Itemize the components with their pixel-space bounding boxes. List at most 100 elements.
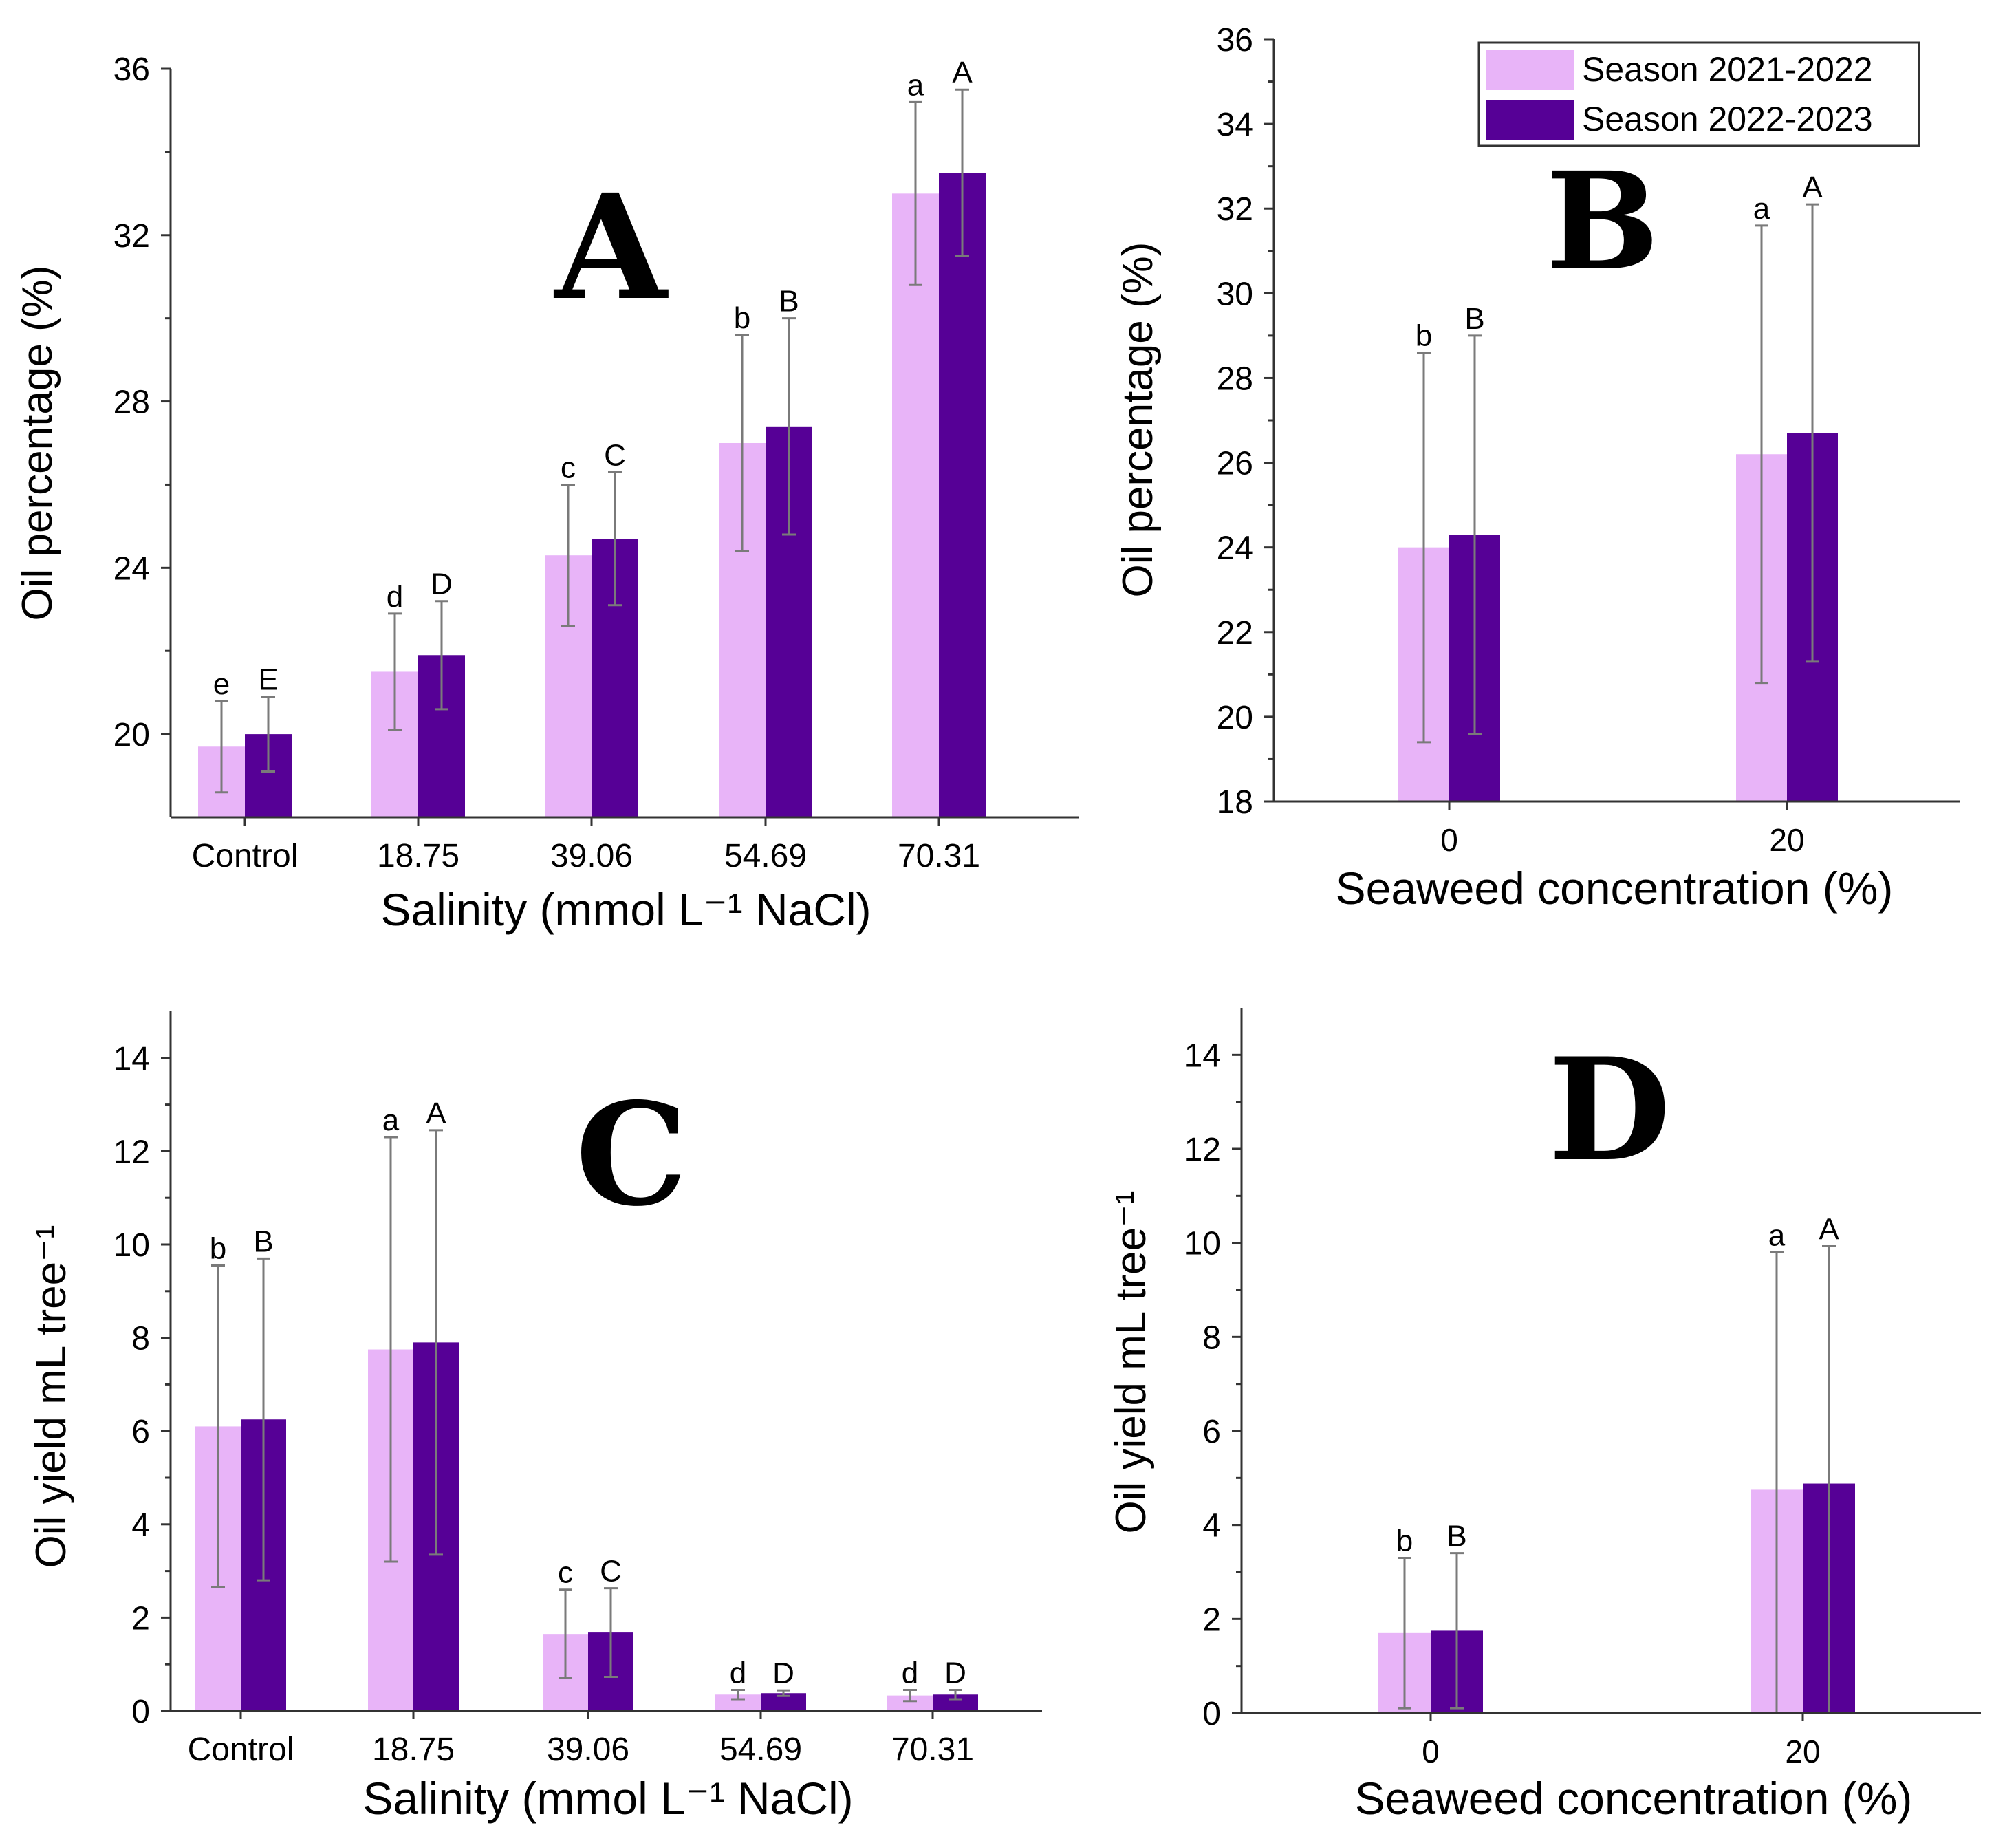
y-tick-label-c-8: 8 bbox=[131, 1321, 150, 1357]
significance-label-a-s1-0: e bbox=[213, 667, 230, 701]
y-tick-label-d-0: 0 bbox=[1202, 1696, 1221, 1732]
x-axis-title-c: Salinity (mmol L⁻¹ NaCl) bbox=[362, 1773, 853, 1824]
x-tick-label-a-1: 18.75 bbox=[377, 838, 459, 874]
bar-a-s1-4 bbox=[892, 193, 939, 817]
y-tick-label-b-34: 34 bbox=[1217, 107, 1253, 143]
bar-c-s2-4 bbox=[933, 1694, 978, 1711]
significance-label-c-s1-2: c bbox=[558, 1556, 573, 1590]
y-tick-label-c-0: 0 bbox=[131, 1694, 150, 1730]
y-tick-label-c-4: 4 bbox=[131, 1507, 150, 1544]
x-tick-label-c-0: Control bbox=[188, 1732, 294, 1768]
y-tick-label-c-2: 2 bbox=[131, 1600, 150, 1637]
significance-label-a-s2-2: C bbox=[604, 438, 626, 472]
y-tick-label-d-4: 4 bbox=[1202, 1508, 1221, 1544]
y-tick-label-b-36: 36 bbox=[1217, 22, 1253, 58]
x-axis-title-d: Seaweed concentration (%) bbox=[1355, 1773, 1913, 1824]
y-axis-title-d: Oil yield mL tree⁻¹ bbox=[1107, 1191, 1155, 1534]
x-axis-title-a: Salinity (mmol L⁻¹ NaCl) bbox=[380, 884, 871, 935]
y-tick-label-d-2: 2 bbox=[1202, 1602, 1221, 1638]
panel-letter-d: D bbox=[1548, 1028, 1671, 1193]
significance-label-b-s1-0: b bbox=[1416, 319, 1432, 353]
y-tick-label-b-26: 26 bbox=[1217, 446, 1253, 482]
significance-label-c-s1-3: d bbox=[730, 1656, 746, 1690]
y-tick-label-b-20: 20 bbox=[1217, 700, 1253, 736]
bar-a-s2-4 bbox=[939, 173, 986, 818]
y-tick-label-a-32: 32 bbox=[113, 218, 150, 255]
y-axis-title-b: Oil percentage (%) bbox=[1114, 242, 1162, 598]
significance-label-b-s2-0: B bbox=[1464, 302, 1484, 336]
legend-swatch-season1 bbox=[1486, 50, 1574, 90]
significance-label-b-s2-1: A bbox=[1802, 171, 1823, 204]
y-tick-label-b-24: 24 bbox=[1217, 530, 1253, 567]
y-tick-label-a-24: 24 bbox=[113, 550, 150, 587]
significance-label-d-s1-0: b bbox=[1396, 1524, 1413, 1558]
panel-a: e d c b a E D C B A 20 24 28 32 36 Control 18.75 39.06 54.… bbox=[14, 52, 1079, 935]
significance-label-a-s2-1: D bbox=[431, 568, 453, 601]
y-tick-label-c-14: 14 bbox=[113, 1041, 150, 1077]
significance-label-c-s2-3: D bbox=[772, 1657, 794, 1690]
significance-label-c-s2-1: A bbox=[426, 1097, 446, 1130]
significance-label-c-s2-4: D bbox=[944, 1656, 966, 1690]
bar-c-s1-4 bbox=[887, 1695, 933, 1711]
significance-label-b-s1-1: a bbox=[1753, 192, 1770, 226]
y-tick-label-d-6: 6 bbox=[1202, 1414, 1221, 1450]
y-tick-label-b-18: 18 bbox=[1217, 784, 1253, 821]
x-tick-label-d-1: 20 bbox=[1785, 1734, 1820, 1769]
x-axis-title-b: Seaweed concentration (%) bbox=[1336, 863, 1894, 914]
y-tick-label-b-32: 32 bbox=[1217, 191, 1253, 228]
significance-label-a-s1-1: d bbox=[387, 580, 403, 614]
significance-label-c-s2-2: C bbox=[600, 1555, 622, 1588]
panel-letter-a: A bbox=[554, 162, 669, 332]
y-tick-label-d-8: 8 bbox=[1202, 1319, 1221, 1356]
significance-label-a-s1-3: b bbox=[734, 301, 750, 335]
y-tick-label-b-28: 28 bbox=[1217, 360, 1253, 397]
x-tick-label-b-0: 0 bbox=[1440, 822, 1458, 858]
significance-label-c-s1-0: b bbox=[210, 1232, 226, 1266]
y-tick-label-d-10: 10 bbox=[1184, 1226, 1221, 1262]
significance-label-a-s2-0: E bbox=[258, 663, 278, 697]
x-tick-label-a-4: 70.31 bbox=[898, 838, 980, 874]
y-tick-label-a-36: 36 bbox=[113, 52, 150, 88]
significance-label-d-s2-0: B bbox=[1446, 1520, 1466, 1553]
significance-label-d-s2-1: A bbox=[1819, 1212, 1839, 1246]
significance-label-a-s1-4: a bbox=[907, 68, 924, 102]
y-axis-title-c: Oil yield mL tree⁻¹ bbox=[28, 1225, 75, 1569]
legend-label-season1: Season 2021-2022 bbox=[1582, 50, 1873, 89]
panel-letter-b: B bbox=[1546, 142, 1660, 300]
y-tick-label-a-20: 20 bbox=[113, 717, 150, 753]
x-tick-label-c-3: 54.69 bbox=[719, 1732, 802, 1768]
legend-swatch-season2 bbox=[1486, 100, 1574, 140]
significance-label-a-s2-3: B bbox=[779, 285, 799, 319]
y-tick-label-d-12: 12 bbox=[1184, 1132, 1221, 1168]
significance-label-c-s2-0: B bbox=[253, 1225, 273, 1258]
x-tick-label-c-1: 18.75 bbox=[372, 1732, 455, 1768]
significance-label-c-s1-4: d bbox=[902, 1656, 918, 1690]
panel-letter-c: C bbox=[575, 1073, 687, 1238]
y-tick-label-d-14: 14 bbox=[1184, 1037, 1221, 1074]
y-tick-label-a-28: 28 bbox=[113, 385, 150, 421]
significance-label-d-s1-1: a bbox=[1768, 1218, 1786, 1252]
y-tick-label-b-30: 30 bbox=[1217, 276, 1253, 312]
panel-d: b a B A 0 2 4 6 8 10 12 14 0 20 Seaweed concentration … bbox=[1107, 1008, 1981, 1824]
x-tick-label-b-1: 20 bbox=[1769, 822, 1804, 858]
y-tick-label-c-6: 6 bbox=[131, 1414, 150, 1450]
legend-label-season2: Season 2022-2023 bbox=[1582, 100, 1873, 138]
x-tick-label-c-2: 39.06 bbox=[547, 1732, 629, 1768]
y-tick-label-c-12: 12 bbox=[113, 1134, 150, 1170]
bar-c-s1-3 bbox=[715, 1694, 761, 1711]
x-tick-label-c-4: 70.31 bbox=[891, 1732, 974, 1768]
x-tick-label-d-0: 0 bbox=[1422, 1734, 1440, 1769]
x-tick-label-a-0: Control bbox=[192, 838, 299, 874]
x-tick-label-a-2: 39.06 bbox=[550, 838, 633, 874]
panel-c: b a c d d B A C D D 0 2 4 6 8 10 12 14 Control 18.75 39.06 54… bbox=[28, 1011, 1042, 1824]
significance-label-c-s1-1: a bbox=[382, 1103, 400, 1137]
y-axis-title-a: Oil percentage (%) bbox=[14, 266, 61, 621]
panel-b: b a B A 18 20 22 24 26 28 30 32 34 36 0 20 Seaweed conce… bbox=[1114, 22, 1960, 914]
significance-label-a-s1-2: c bbox=[561, 451, 576, 484]
significance-label-a-s2-4: A bbox=[952, 56, 973, 89]
y-tick-label-c-10: 10 bbox=[113, 1227, 150, 1264]
x-tick-label-a-3: 54.69 bbox=[724, 838, 807, 874]
y-tick-label-b-22: 22 bbox=[1217, 615, 1253, 651]
